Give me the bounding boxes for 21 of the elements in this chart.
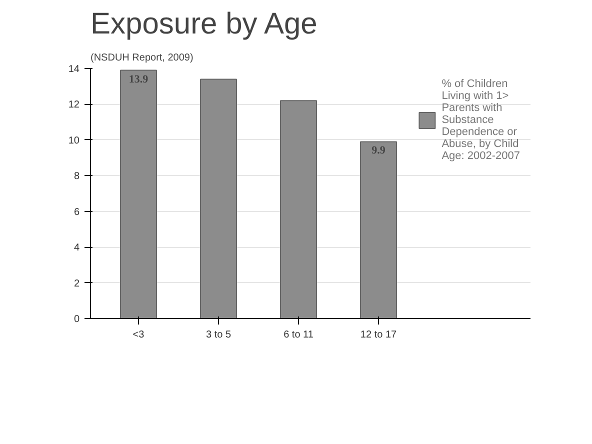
y-tick-label: 4	[74, 242, 80, 254]
data-label: 13.9	[128, 73, 149, 86]
bar	[120, 70, 157, 318]
bar	[280, 100, 317, 318]
x-tick-label: 6 to 11	[284, 330, 314, 340]
y-tick-label: 0	[74, 314, 80, 325]
legend-label: % of Children Living with 1> Parents with Substance Dependence or Abuse, by Child Age: 2002-2007	[442, 78, 520, 162]
bar	[360, 141, 397, 318]
chart-title: Exposure by Age	[90, 8, 318, 40]
x-tick-label: 12 to 17	[360, 330, 398, 340]
x-tick-label: <3	[132, 330, 145, 340]
y-tick-label: 6	[74, 206, 80, 218]
chart-subtitle: (NSDUH Report, 2009)	[90, 52, 194, 64]
bar	[200, 78, 237, 318]
y-tick-label: 10	[68, 135, 80, 146]
y-tick-label: 2	[74, 278, 80, 290]
data-label: 9.9	[372, 144, 386, 157]
y-tick-label: 8	[74, 171, 80, 182]
y-tick-label: 12	[68, 100, 80, 111]
y-tick-label: 14	[68, 64, 80, 75]
x-tick-label: 3 to 5	[206, 330, 232, 340]
